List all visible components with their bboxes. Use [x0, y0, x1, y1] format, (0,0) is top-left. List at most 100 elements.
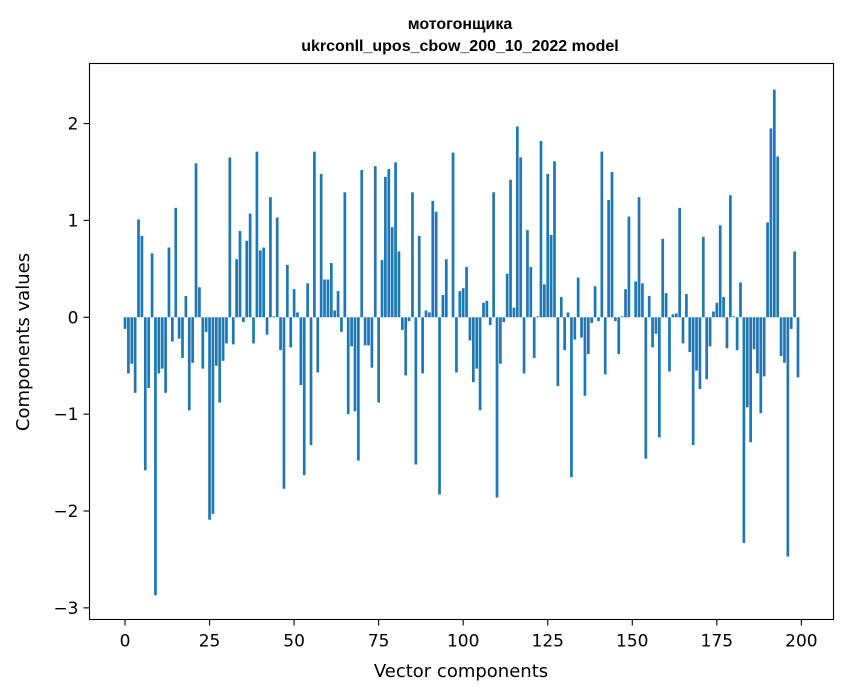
bar-106 — [482, 302, 485, 318]
bar-114 — [509, 179, 512, 318]
bar-28 — [218, 317, 222, 403]
bar-179 — [729, 195, 732, 318]
x-axis-label: Vector components — [374, 661, 548, 682]
bar-51 — [296, 312, 299, 318]
bar-27 — [214, 317, 218, 366]
bar-90 — [428, 312, 431, 318]
bar-87 — [417, 235, 421, 318]
bar-191 — [769, 128, 773, 318]
bar-170 — [698, 317, 702, 389]
x-tick-label: 100 — [447, 632, 479, 652]
bar-167 — [688, 317, 692, 353]
bar-146 — [617, 317, 621, 355]
bar-162 — [671, 314, 675, 318]
bar-14 — [171, 317, 174, 342]
bar-6 — [143, 317, 147, 471]
y-axis-label: Components values — [13, 253, 34, 431]
y-tick-label: 0 — [68, 308, 79, 328]
bar-72 — [367, 317, 370, 346]
bar-80 — [394, 162, 397, 318]
x-axis-ticks: 0 25 50 75 100 125 150 175 200 — [120, 619, 818, 652]
y-tick-label: −1 — [53, 405, 78, 425]
bar-39 — [255, 151, 259, 318]
x-tick-label: 75 — [368, 632, 390, 652]
bar-38 — [252, 317, 255, 344]
bar-34 — [238, 231, 242, 318]
bar-11 — [160, 317, 164, 369]
bar-41 — [262, 247, 266, 318]
bar-55 — [309, 317, 313, 446]
bar-154 — [644, 317, 648, 459]
bar-178 — [725, 317, 729, 349]
bar-62 — [333, 310, 337, 318]
bar-155 — [647, 295, 651, 318]
bar-135 — [580, 317, 583, 338]
bar-69 — [357, 317, 360, 461]
bar-47 — [282, 317, 286, 489]
bar-165 — [681, 317, 685, 344]
bar-145 — [614, 317, 617, 322]
bar-125 — [546, 173, 550, 318]
bar-156 — [651, 317, 654, 348]
bar-44 — [272, 316, 276, 318]
bar-101 — [465, 266, 468, 318]
bar-112 — [502, 317, 506, 323]
bar-3 — [133, 317, 137, 393]
bar-133 — [573, 317, 577, 340]
bar-35 — [242, 317, 245, 323]
bar-147 — [620, 316, 624, 318]
bar-172 — [705, 317, 709, 380]
bar-196 — [786, 317, 790, 557]
bar-132 — [570, 317, 573, 478]
bar-100 — [461, 288, 465, 318]
bar-76 — [380, 260, 384, 318]
x-tick-label: 125 — [532, 632, 564, 652]
bar-195 — [783, 317, 786, 363]
bars-group — [123, 89, 800, 596]
bar-40 — [258, 250, 262, 318]
bar-176 — [718, 225, 722, 318]
bar-53 — [302, 317, 306, 476]
bar-134 — [576, 277, 580, 318]
bar-116 — [515, 126, 519, 318]
bar-118 — [522, 317, 526, 374]
bar-46 — [279, 317, 282, 351]
bar-67 — [350, 317, 353, 347]
bar-105 — [478, 317, 482, 411]
bar-16 — [177, 317, 181, 339]
bar-119 — [526, 230, 529, 318]
bar-163 — [674, 313, 678, 318]
bar-164 — [678, 207, 681, 318]
bar-183 — [742, 317, 746, 543]
bar-74 — [373, 166, 377, 318]
bar-18 — [184, 295, 188, 318]
bar-64 — [340, 317, 343, 332]
bar-93 — [438, 317, 441, 495]
bar-123 — [539, 140, 543, 318]
bar-188 — [759, 317, 763, 414]
bar-26 — [211, 317, 215, 514]
bar-70 — [360, 170, 364, 318]
chart-title: мотогонщика — [408, 16, 513, 33]
x-tick-label: 200 — [785, 632, 817, 652]
y-tick-label: −3 — [53, 599, 78, 619]
bar-174 — [712, 311, 715, 318]
bar-25 — [208, 317, 211, 520]
bar-122 — [536, 316, 539, 318]
bar-161 — [668, 317, 671, 372]
bar-187 — [756, 317, 759, 374]
bar-124 — [543, 284, 546, 318]
bar-194 — [779, 317, 783, 357]
bar-24 — [204, 317, 208, 332]
bar-10 — [157, 317, 161, 374]
bar-95 — [444, 259, 448, 318]
bar-73 — [370, 317, 374, 368]
bar-141 — [600, 151, 604, 318]
plot-frame — [88, 62, 835, 621]
bar-151 — [634, 281, 638, 318]
bar-58 — [319, 173, 323, 318]
bar-88 — [421, 317, 424, 374]
bar-52 — [299, 317, 303, 386]
bar-189 — [762, 317, 766, 377]
bar-104 — [475, 317, 479, 369]
